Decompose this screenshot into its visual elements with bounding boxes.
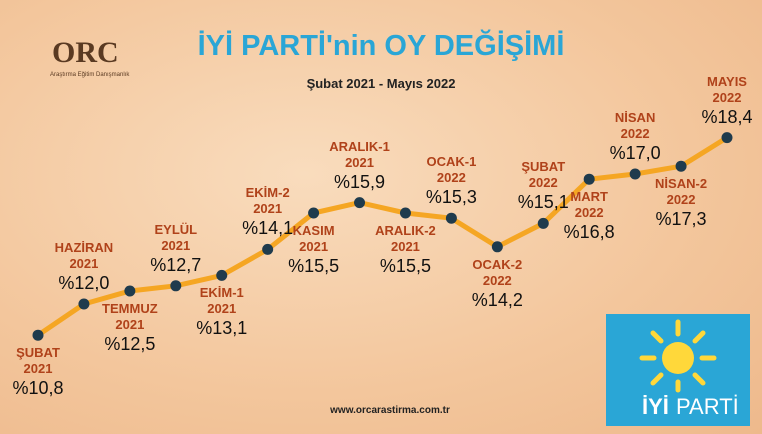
data-label: NİSAN 2022 %17,0 [590,110,680,164]
data-label: EKİM-1 2021 %13,1 [177,285,267,339]
value-label: %15,1 [517,192,569,213]
data-label: MAYIS 2022 %18,4 [682,74,762,128]
point [675,160,687,172]
point [491,241,503,253]
data-label: ŞUBAT 2021 %10,8 [0,345,83,399]
category-label: KASIM 2021 [292,223,335,254]
value-label: %10,8 [12,378,64,399]
point [78,298,90,310]
category-label: EKİM-1 2021 [199,285,244,317]
data-label: HAZİRAN 2021 %12,0 [39,240,129,294]
value-label: %14,1 [242,218,294,239]
point [262,243,274,255]
point [354,197,366,209]
value-label: %17,3 [655,209,707,230]
point [308,207,320,219]
category-label: MAYIS 2022 [707,73,747,105]
data-label: OCAK-1 2022 %15,3 [406,154,496,208]
category-label: ŞUBAT 2021 [16,345,60,377]
point [629,168,641,180]
value-label: %12,7 [150,254,202,275]
data-label: KASIM 2021 %15,5 [269,223,359,277]
value-label: %14,2 [471,289,523,310]
data-label: MART 2022 %16,8 [544,189,634,243]
value-label: %12,0 [58,273,110,293]
data-label: ŞUBAT 2022 %15,1 [498,159,588,213]
point [537,217,549,229]
point [124,285,136,297]
sun [639,319,717,393]
point [399,207,411,219]
point [721,132,733,144]
party-logo-text: İYİ [642,394,669,419]
value-label: %15,9 [334,171,386,192]
category-label: ŞUBAT 2022 [521,159,566,191]
category-label: NİSAN 2022 [614,110,656,141]
footer: www.orcarastirma.com.tr [330,405,450,416]
point [170,280,182,292]
data-label: EKİM-2 2021 %14,1 [223,185,313,239]
party-logo: İYİ PARTİ [606,314,750,426]
brand: ORC [52,36,119,69]
point [583,173,595,185]
value-label: %18,4 [701,106,753,127]
point [445,212,457,224]
data-label: OCAK-2 2022 %14,2 [452,257,542,311]
chart-title: İYİ PARTİ'nin OY DEĞİŞİMİ [197,30,565,62]
chart-subtitle: Şubat 2021 - Mayıs 2022 [306,76,456,91]
value-label: %15,5 [379,256,431,276]
data-label: ARALIK-2 2021 %15,5 [360,223,450,277]
data-label: TEMMUZ 2021 %12,5 [85,301,175,355]
category-label: ARALIK-2 2021 [375,223,436,254]
party-logo-text: PARTİ [676,394,739,419]
value-label: %15,3 [425,187,477,208]
value-label: %17,0 [609,143,661,163]
category-label: MART 2022 [570,189,608,221]
point [32,329,44,341]
category-label: OCAK-1 2022 [426,154,477,186]
data-label: NİSAN-2 2022 %17,3 [636,176,726,230]
value-label: %12,5 [104,334,156,354]
value-label: %13,1 [196,318,248,339]
category-label: OCAK-2 2022 [472,256,523,288]
category-label: HAZİRAN 2021 [54,240,114,271]
value-label: %15,5 [288,256,340,276]
category-label: ARALIK-1 2021 [329,138,390,170]
category-label: NİSAN-2 2022 [655,176,708,208]
brand-subtitle: Araştırma Eğitim Danışmanlık [50,72,130,78]
point [216,269,228,281]
category-label: TEMMUZ 2021 [102,301,158,332]
data-label: EYLÜL 2021 %12,7 [131,222,221,276]
line [36,135,729,338]
data-label: ARALIK-1 2021 %15,9 [315,139,405,193]
category-label: EKİM-2 2021 [245,185,290,217]
category-label: EYLÜL 2021 [154,221,198,253]
value-label: %16,8 [563,222,615,243]
